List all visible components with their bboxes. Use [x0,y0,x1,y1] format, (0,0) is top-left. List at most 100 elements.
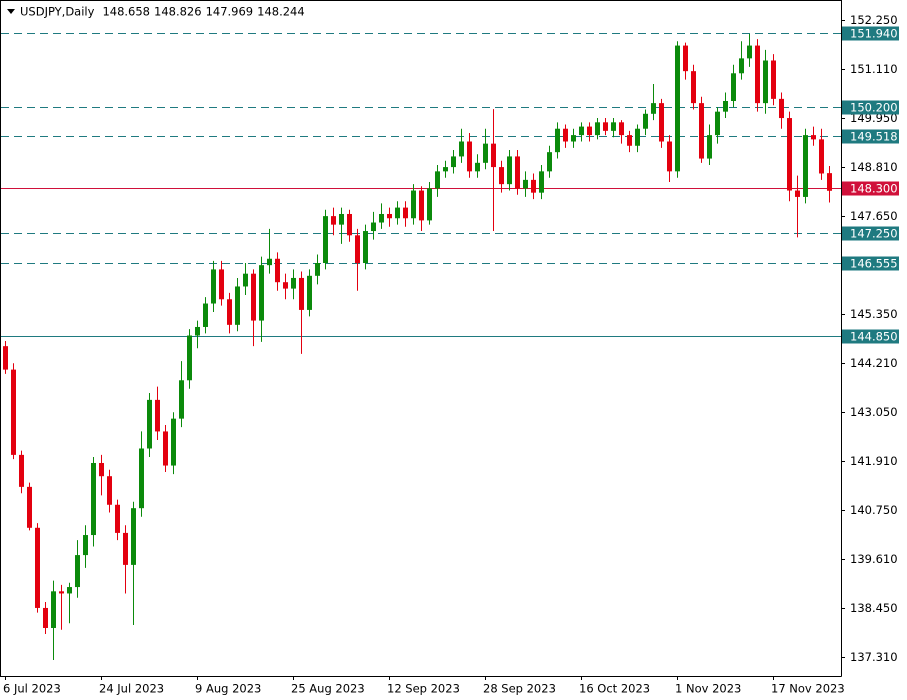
y-tick-label: 140.750 [850,503,898,517]
candle-body [307,275,312,310]
header-arrow [7,9,15,14]
candle-body [155,399,160,432]
candle-body [651,103,656,114]
candle-body [139,448,144,509]
level-label: 146.555 [850,257,898,271]
candle-body [427,188,432,221]
candle-body [539,171,544,193]
candle-body [363,231,368,264]
candle-body [187,335,192,381]
y-tick-label: 151.110 [850,62,898,76]
candle-body [827,173,832,191]
x-tick-label: 25 Aug 2023 [291,682,365,696]
candle-body [195,326,200,336]
level-label: 148.300 [850,182,898,196]
candle-body [315,263,320,276]
y-tick-label: 141.910 [850,454,898,468]
candle-body [563,128,568,142]
candle-body [491,143,496,168]
candle-body [19,454,24,487]
candle-body [571,135,576,142]
x-tick-label: 28 Sep 2023 [483,682,556,696]
candle-body [59,591,64,594]
candle-body [299,277,304,310]
candle-body [667,141,672,172]
candle-body [555,128,560,153]
candle-body [267,258,272,266]
candle-body [515,156,520,189]
candle-body [819,139,824,174]
candle-body [91,462,96,536]
candle-body [587,126,592,136]
candle-body [379,213,384,223]
candle-body [387,213,392,219]
candle-body [779,98,784,119]
level-label-box [842,181,899,196]
candle-body [435,171,440,189]
candle-body [595,122,600,136]
x-tick-label: 6 Jul 2023 [3,682,61,696]
symbol-title: USDJPY,Daily [20,5,95,19]
candle-body [715,111,720,136]
candle-body [371,222,376,232]
candle-body [99,462,104,477]
candle-body [675,45,680,172]
candle-body [731,73,736,101]
candle-body [243,273,248,287]
candle-body [411,190,416,219]
candle-body [619,122,624,136]
y-tick-label: 148.810 [850,160,898,174]
header-price: 148.826 [154,5,202,19]
candle-body [755,45,760,104]
candle-body [395,207,400,219]
candle-body [147,399,152,449]
candle-body [795,190,800,197]
candle-body [419,190,424,221]
candle-body [771,60,776,99]
candle-body [683,45,688,72]
candle-body [323,216,328,264]
level-label: 149.518 [850,130,898,144]
level-label-box [842,329,899,344]
level-label: 147.250 [850,227,898,241]
candle-body [211,269,216,304]
candle-body [811,135,816,140]
candle-body [475,162,480,172]
header-price: 148.658 [102,5,150,19]
candle-body [507,156,512,185]
candle-body [531,179,536,193]
candle-body [355,235,360,264]
candle-body [747,45,752,59]
y-tick-label: 147.650 [850,209,898,223]
candle-body [707,135,712,159]
candle-body [43,607,48,628]
x-tick-label: 16 Oct 2023 [579,682,650,696]
candle-body [251,273,256,321]
y-tick-label: 144.210 [850,356,898,370]
candle-body [227,299,232,325]
level-label: 144.850 [850,330,898,344]
candle-body [283,282,288,289]
y-tick-label: 143.050 [850,405,898,419]
candle-body [75,555,80,588]
candle-body [235,286,240,325]
candle-body [659,103,664,142]
candle-body [67,587,72,594]
candle-body [451,156,456,168]
candle-body [219,269,224,300]
candle-body [291,277,296,289]
x-tick-label: 9 Aug 2023 [195,682,261,696]
candle-body [603,122,608,131]
level-label-box [842,129,899,144]
candle-body [171,418,176,466]
candle-body [547,152,552,172]
candle-body [203,303,208,327]
candle-body [115,504,120,533]
candle-body [123,532,128,565]
header-price: 147.969 [206,5,254,19]
y-tick-label: 145.350 [850,307,898,321]
candle-body [179,380,184,419]
candle-body [259,265,264,321]
candle-body [347,213,352,236]
